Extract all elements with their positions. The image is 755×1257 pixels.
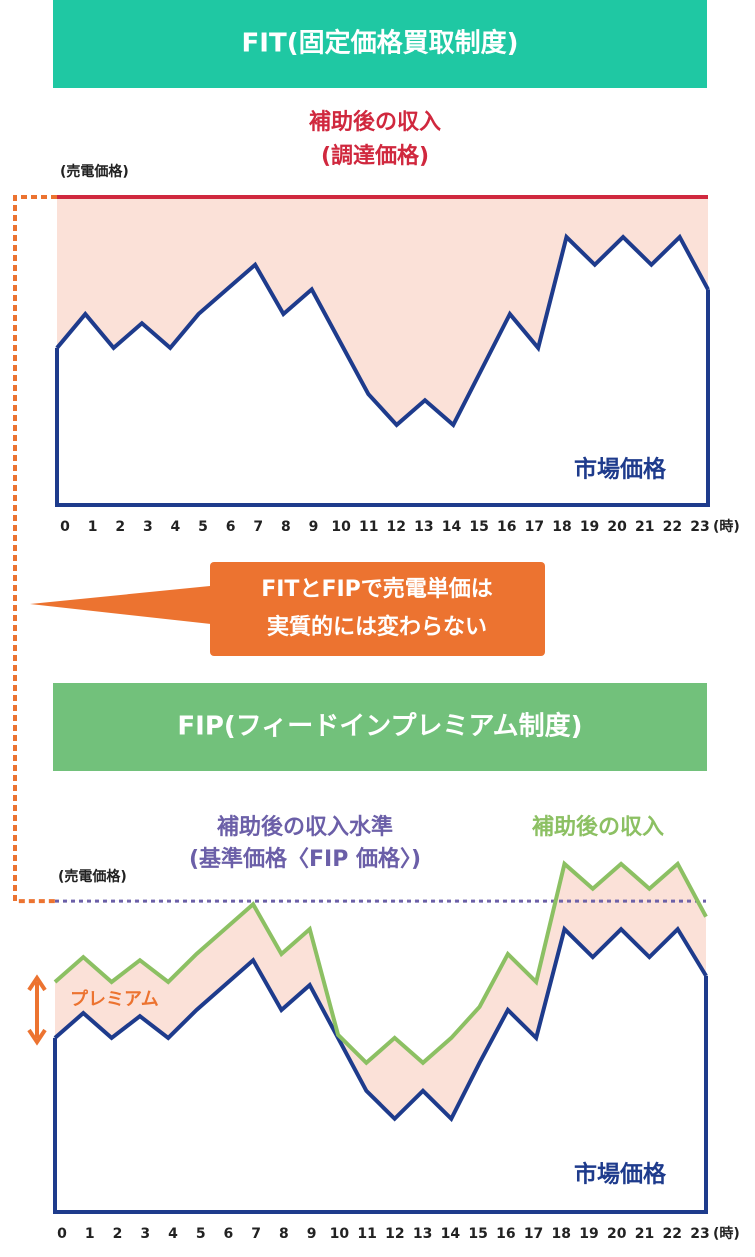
x-tick-label: 21 [635, 1226, 654, 1242]
x-tick-label: 5 [196, 1226, 206, 1242]
y-axis-label: (売電価格) [60, 163, 129, 180]
series-line [55, 233, 710, 429]
banner [53, 683, 707, 771]
x-tick-label: 9 [307, 1226, 317, 1242]
x-tick-label: 10 [331, 519, 351, 535]
callout [210, 562, 545, 656]
x-tick-label: 7 [251, 1226, 261, 1242]
series-line [53, 925, 708, 1123]
premium-label: プレミアム [70, 988, 159, 1010]
connector [13, 195, 57, 904]
x-tick-label: 16 [496, 1226, 515, 1242]
banner-title: FIP(フィードインプレミアム制度) [177, 711, 582, 742]
x-tick-label: 6 [226, 519, 236, 535]
x-tick-label: 13 [414, 519, 433, 535]
x-tick-label: 18 [552, 519, 571, 535]
x-tick-label: 1 [85, 1226, 95, 1242]
x-tick-label: 7 [253, 519, 263, 535]
callout-text: 実質的には変わらない [267, 614, 487, 640]
x-tick-label: 0 [60, 519, 70, 535]
x-tick-label: 3 [140, 1226, 150, 1242]
banner-title: FIT(固定価格買取制度) [242, 28, 519, 59]
income-area [57, 197, 708, 425]
x-tick-label: 13 [413, 1226, 432, 1242]
x-tick-label: 12 [387, 519, 406, 535]
x-tick-label: 2 [113, 1226, 123, 1242]
x-axis-label: (時) [713, 1225, 740, 1242]
x-tick-label: 19 [579, 1226, 598, 1242]
x-tick-label: 23 [690, 1226, 709, 1242]
x-tick-label: 4 [171, 519, 181, 535]
x-tick-label: 6 [224, 1226, 234, 1242]
series-label: 補助後の収入 [531, 814, 664, 840]
plot-frame [53, 975, 708, 1214]
x-tick-label: 14 [442, 519, 462, 535]
x-tick-label: 1 [88, 519, 98, 535]
series-line [53, 860, 708, 1066]
callout-text: FITとFIPで売電単価は [261, 576, 493, 602]
series-label: 市場価格 [574, 456, 667, 483]
x-tick-label: 19 [580, 519, 599, 535]
x-tick-label: 20 [607, 519, 627, 535]
x-tick-label: 23 [690, 519, 709, 535]
callout-pointer [30, 585, 220, 625]
plot-frame [55, 289, 710, 507]
y-axis-label: (売電価格) [58, 868, 127, 885]
series-label: 市場価格 [574, 1161, 667, 1188]
income-area [55, 863, 706, 1119]
reference-label: (調達価格) [321, 143, 429, 169]
x-tick-label: 22 [663, 1226, 682, 1242]
x-tick-label: 8 [279, 1226, 289, 1242]
x-tick-label: 12 [385, 1226, 404, 1242]
x-tick-label: 0 [57, 1226, 67, 1242]
reference-label: 補助後の収入水準 [216, 814, 393, 840]
x-tick-label: 18 [552, 1226, 571, 1242]
x-tick-label: 11 [357, 1226, 376, 1242]
x-tick-label: 15 [468, 1226, 487, 1242]
x-tick-label: 22 [663, 519, 682, 535]
x-tick-label: 8 [281, 519, 291, 535]
x-tick-label: 3 [143, 519, 153, 535]
x-tick-label: 17 [525, 519, 544, 535]
reference-label: 補助後の収入 [308, 109, 441, 135]
x-tick-label: 20 [607, 1226, 627, 1242]
x-tick-label: 17 [524, 1226, 543, 1242]
premium-arrow [27, 974, 47, 1046]
x-tick-label: 9 [309, 519, 319, 535]
x-tick-label: 10 [330, 1226, 350, 1242]
x-tick-label: 4 [168, 1226, 178, 1242]
reference-label: (基準価格〈FIP 価格〉) [189, 846, 421, 872]
x-tick-label: 16 [497, 519, 516, 535]
x-axis-label: (時) [713, 518, 740, 535]
x-tick-label: 21 [635, 519, 654, 535]
x-tick-label: 2 [115, 519, 125, 535]
banner [53, 0, 707, 88]
x-tick-label: 14 [441, 1226, 461, 1242]
x-tick-label: 11 [359, 519, 378, 535]
x-tick-label: 15 [469, 519, 488, 535]
x-tick-label: 5 [198, 519, 208, 535]
